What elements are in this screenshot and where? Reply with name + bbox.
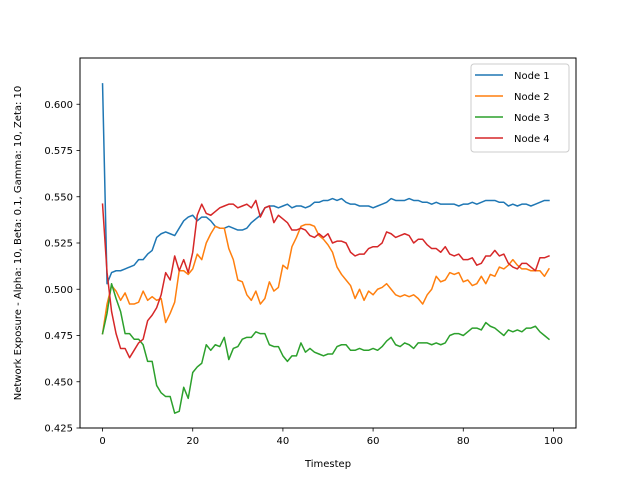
series-line-1 xyxy=(101,83,550,285)
legend-box xyxy=(470,63,570,153)
y-tick-label: 0.600 xyxy=(44,100,73,111)
series-layer xyxy=(101,83,551,414)
y-axis: 0.425 0.450 0.475 0.500 0.525 0.550 0.575 0.600 xyxy=(44,100,80,435)
x-tick-label: 80 xyxy=(457,436,470,447)
x-axis-label: Timestep xyxy=(304,459,351,470)
series-line-2 xyxy=(101,223,550,335)
legend: Node 1 Node 2 Node 3 Node 4 xyxy=(470,63,570,153)
y-tick-label: 0.575 xyxy=(44,146,73,157)
y-axis-label: Network Exposure - Alpha: 10, Beta: 0.1,… xyxy=(13,86,24,401)
y-tick-label: 0.450 xyxy=(44,377,73,388)
y-tick-label: 0.525 xyxy=(44,239,73,250)
series-line-3 xyxy=(101,282,551,414)
y-tick-label: 0.425 xyxy=(44,424,73,435)
x-tick-label: 60 xyxy=(367,436,380,447)
legend-label-2: Node 2 xyxy=(514,92,550,103)
x-axis: 0 20 40 60 80 100 xyxy=(99,428,563,447)
y-tick-label: 0.500 xyxy=(44,285,73,296)
legend-label-1: Node 1 xyxy=(514,71,550,82)
x-tick-label: 100 xyxy=(544,436,563,447)
x-tick-label: 40 xyxy=(277,436,290,447)
y-tick-label: 0.550 xyxy=(44,192,73,203)
y-tick-label: 0.475 xyxy=(44,331,73,342)
x-tick-label: 0 xyxy=(99,436,105,447)
x-tick-label: 20 xyxy=(186,436,199,447)
legend-label-4: Node 4 xyxy=(514,134,550,145)
legend-label-3: Node 3 xyxy=(514,113,550,124)
series-line-4 xyxy=(101,199,550,359)
